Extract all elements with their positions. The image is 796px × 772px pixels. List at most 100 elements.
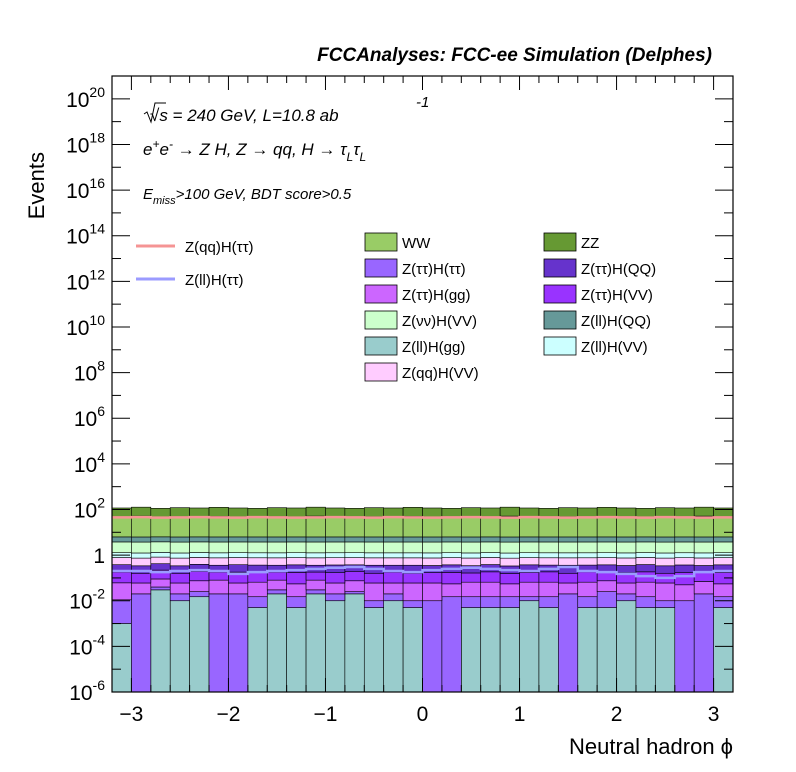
bar-2-6 — [228, 582, 249, 595]
annotation-process: e+e- → Z H, Z → qq, H → τLτL — [143, 137, 366, 164]
legend-box-swatch — [364, 310, 398, 330]
bar-9-8 — [266, 516, 287, 538]
bar-5-7 — [247, 557, 268, 566]
bar-8-9 — [286, 536, 307, 543]
bar-9-31 — [713, 516, 734, 538]
bar-3-9 — [286, 572, 307, 585]
bar-3-10 — [305, 571, 326, 581]
bar-0-31 — [713, 607, 734, 693]
bar-1-13 — [363, 600, 384, 608]
bar-5-14 — [383, 557, 404, 566]
legend-box-label: Z(ττ)H(ττ) — [402, 261, 466, 278]
bar-3-13 — [363, 572, 384, 584]
bar-0-18 — [461, 607, 482, 693]
legend-box-label: Z(νν)H(VV) — [402, 313, 477, 330]
bar-8-30 — [693, 536, 714, 543]
bar-3-29 — [674, 572, 695, 586]
bar-8-31 — [713, 536, 734, 543]
bar-0-26 — [616, 600, 637, 693]
bar-6-7 — [247, 552, 268, 559]
bar-8-15 — [402, 536, 423, 543]
bar-1-27 — [635, 596, 656, 608]
bar-10-19 — [480, 507, 501, 518]
bar-3-12 — [344, 571, 365, 582]
legend-box-label: Z(ττ)H(VV) — [581, 287, 653, 304]
bar-7-26 — [616, 541, 637, 554]
bar-10-5 — [208, 507, 229, 517]
bar-7-1 — [131, 541, 152, 554]
bar-9-1 — [131, 515, 152, 538]
bar-6-29 — [674, 552, 695, 559]
bar-5-24 — [577, 557, 598, 566]
bar-6-6 — [228, 552, 249, 558]
bar-2-18 — [461, 581, 482, 598]
x-tick-label: 2 — [611, 703, 623, 726]
bar-5-8 — [266, 557, 287, 566]
bar-1-7 — [247, 596, 268, 608]
bar-5-25 — [596, 557, 617, 566]
bar-10-30 — [693, 506, 714, 517]
bar-8-16 — [422, 536, 443, 543]
bar-7-25 — [596, 541, 617, 554]
bar-1-25 — [596, 591, 617, 608]
bar-9-19 — [480, 516, 501, 538]
bar-10-14 — [383, 507, 404, 518]
bar-6-13 — [363, 552, 384, 559]
bar-10-24 — [577, 507, 598, 518]
bar-8-13 — [363, 536, 384, 543]
y-tick-label: 1016 — [66, 175, 105, 203]
bar-0-12 — [344, 593, 365, 693]
bar-10-1 — [131, 506, 152, 517]
bar-6-22 — [538, 552, 559, 559]
bar-9-26 — [616, 516, 637, 538]
bar-10-2 — [150, 508, 171, 518]
bar-9-22 — [538, 517, 559, 538]
bar-2-2 — [150, 578, 171, 588]
bar-1-12 — [344, 591, 365, 595]
x-tick-label: 3 — [708, 703, 720, 726]
bar-2-27 — [635, 581, 656, 598]
legend-lines: Z(qq)H(ττ) Z(ll)H(ττ) — [136, 239, 254, 289]
bar-5-16 — [422, 557, 443, 566]
bar-7-6 — [228, 541, 249, 553]
bar-6-20 — [499, 552, 520, 559]
bar-2-30 — [693, 581, 714, 595]
bar-1-10 — [305, 589, 326, 595]
bar-10-21 — [519, 507, 540, 518]
bar-9-25 — [596, 515, 617, 538]
bar-5-6 — [228, 557, 249, 565]
bar-7-24 — [577, 541, 598, 554]
bar-6-21 — [519, 552, 540, 558]
x-tick-label: −1 — [313, 703, 337, 726]
legend-box-label: Z(ττ)H(QQ) — [581, 261, 656, 278]
bar-7-12 — [344, 541, 365, 554]
bar-6-12 — [344, 552, 365, 558]
x-tick-label: 0 — [417, 703, 429, 726]
bar-3-11 — [325, 572, 346, 584]
bar-0-21 — [519, 600, 540, 693]
bar-6-5 — [208, 552, 229, 559]
bar-3-3 — [169, 572, 190, 584]
bar-7-27 — [635, 541, 656, 553]
bar-1-24 — [577, 596, 598, 608]
bar-1-29 — [674, 600, 695, 693]
svg-text:e+e- → Z H, Z → qq, H → τLτL: e+e- → Z H, Z → qq, H → τLτL — [143, 137, 366, 164]
chart-title: FCCAnalyses: FCC-ee Simulation (Delphes) — [317, 45, 712, 66]
bar-1-5 — [208, 593, 229, 693]
bar-6-19 — [480, 552, 501, 558]
bar-10-3 — [169, 507, 190, 518]
bar-8-18 — [461, 536, 482, 543]
bar-5-26 — [616, 557, 637, 566]
bar-10-16 — [422, 507, 443, 518]
axis-ticks — [111, 75, 734, 693]
bar-7-29 — [674, 541, 695, 554]
bar-7-2 — [150, 541, 171, 553]
bar-10-29 — [674, 507, 695, 518]
bar-1-1 — [131, 593, 152, 693]
bar-9-21 — [519, 516, 540, 538]
bar-10-4 — [189, 507, 210, 518]
bar-2-8 — [266, 579, 287, 591]
bar-0-25 — [596, 607, 617, 693]
bar-7-30 — [693, 541, 714, 554]
y-tick-label: 1018 — [66, 129, 105, 157]
